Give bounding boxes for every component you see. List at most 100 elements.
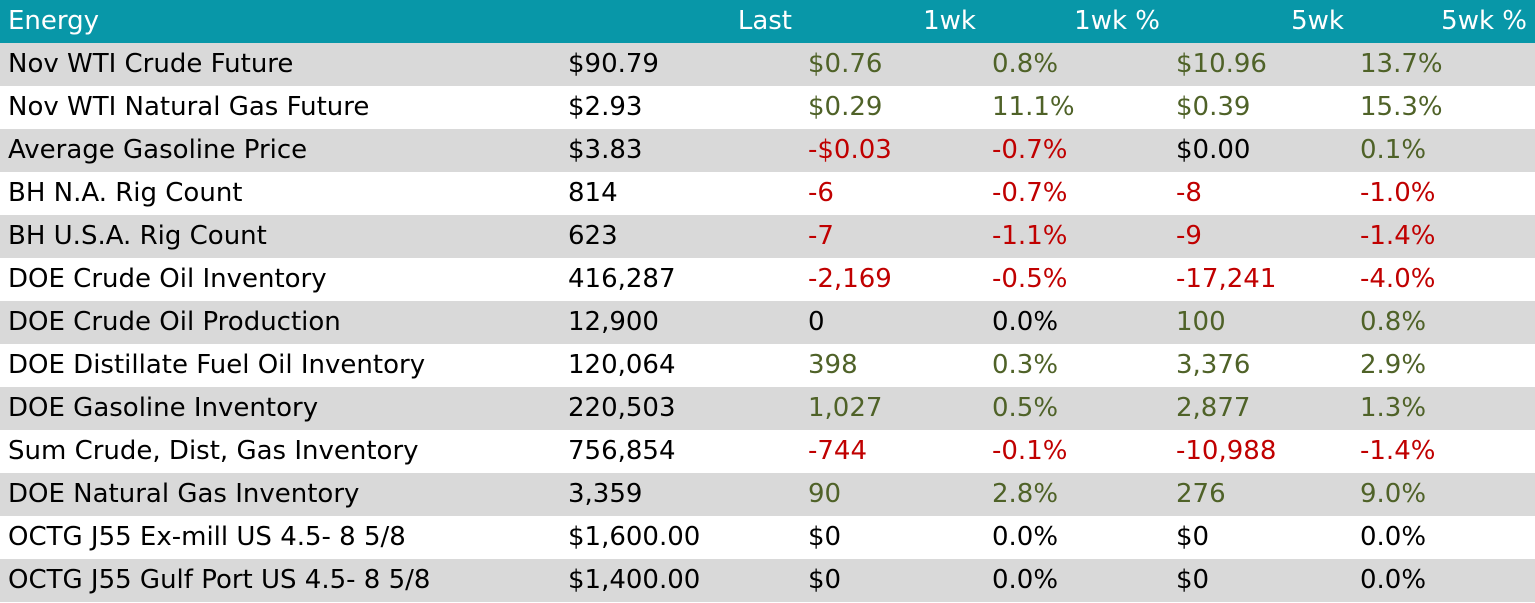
table-row: OCTG J55 Gulf Port US 4.5- 8 5/8 $1,400.0… (0, 559, 1535, 602)
header-1wk: 1wk (800, 0, 984, 43)
table-row: Nov WTI Natural Gas Future $2.93 $0.29 11.1… (0, 86, 1535, 129)
row-1wk: 0 (800, 301, 984, 344)
row-name: DOE Crude Oil Production (0, 301, 560, 344)
row-5wk: 276 (1168, 473, 1352, 516)
row-1wk-pct: -0.7% (984, 129, 1168, 172)
row-5wk: -10,988 (1168, 430, 1352, 473)
row-5wk-pct: 0.0% (1352, 516, 1535, 559)
row-last: 12,900 (560, 301, 800, 344)
row-last: 3,359 (560, 473, 800, 516)
table-row: DOE Distillate Fuel Oil Inventory 120,064… (0, 344, 1535, 387)
row-5wk: $0 (1168, 516, 1352, 559)
row-5wk-pct: 1.3% (1352, 387, 1535, 430)
row-1wk: 1,027 (800, 387, 984, 430)
row-5wk-pct: 0.1% (1352, 129, 1535, 172)
row-1wk-pct: 0.3% (984, 344, 1168, 387)
row-5wk: $0.00 (1168, 129, 1352, 172)
row-1wk: -744 (800, 430, 984, 473)
table-row: DOE Crude Oil Production 12,900 0 0.0% 100 0.… (0, 301, 1535, 344)
row-name: DOE Gasoline Inventory (0, 387, 560, 430)
row-1wk: -7 (800, 215, 984, 258)
row-last: $3.83 (560, 129, 800, 172)
row-name: Sum Crude, Dist, Gas Inventory (0, 430, 560, 473)
row-last: $90.79 (560, 43, 800, 86)
row-1wk: 398 (800, 344, 984, 387)
row-name: DOE Crude Oil Inventory (0, 258, 560, 301)
row-1wk-pct: 0.0% (984, 301, 1168, 344)
row-name: Nov WTI Natural Gas Future (0, 86, 560, 129)
row-5wk: $10.96 (1168, 43, 1352, 86)
row-5wk-pct: -4.0% (1352, 258, 1535, 301)
table-row: BH N.A. Rig Count 814 -6 -0.7% -8 -1.0% (0, 172, 1535, 215)
row-name: Average Gasoline Price (0, 129, 560, 172)
row-name: OCTG J55 Ex-mill US 4.5- 8 5/8 (0, 516, 560, 559)
row-last: 220,503 (560, 387, 800, 430)
header-last: Last (560, 0, 800, 43)
table-row: Nov WTI Crude Future $90.79 $0.76 0.8% $10.9… (0, 43, 1535, 86)
row-last: 756,854 (560, 430, 800, 473)
table-body: Nov WTI Crude Future $90.79 $0.76 0.8% $10.9… (0, 43, 1535, 602)
row-5wk-pct: 9.0% (1352, 473, 1535, 516)
row-name: OCTG J55 Gulf Port US 4.5- 8 5/8 (0, 559, 560, 602)
table-row: Sum Crude, Dist, Gas Inventory 756,854 -74… (0, 430, 1535, 473)
row-1wk-pct: 0.5% (984, 387, 1168, 430)
row-1wk-pct: -0.5% (984, 258, 1168, 301)
header-energy: Energy (0, 0, 560, 43)
row-name: DOE Distillate Fuel Oil Inventory (0, 344, 560, 387)
row-1wk-pct: -0.1% (984, 430, 1168, 473)
row-5wk: $0.39 (1168, 86, 1352, 129)
row-last: $1,400.00 (560, 559, 800, 602)
row-1wk: $0.76 (800, 43, 984, 86)
row-name: BH U.S.A. Rig Count (0, 215, 560, 258)
row-last: 416,287 (560, 258, 800, 301)
row-5wk-pct: -1.4% (1352, 215, 1535, 258)
row-5wk-pct: -1.0% (1352, 172, 1535, 215)
row-last: 623 (560, 215, 800, 258)
header-5wk: 5wk (1168, 0, 1352, 43)
row-name: DOE Natural Gas Inventory (0, 473, 560, 516)
row-name: Nov WTI Crude Future (0, 43, 560, 86)
row-5wk-pct: 13.7% (1352, 43, 1535, 86)
row-last: $1,600.00 (560, 516, 800, 559)
row-1wk-pct: 0.0% (984, 559, 1168, 602)
row-1wk-pct: -0.7% (984, 172, 1168, 215)
table-row: DOE Crude Oil Inventory 416,287 -2,169 -0.5… (0, 258, 1535, 301)
row-5wk-pct: 0.8% (1352, 301, 1535, 344)
row-5wk-pct: 15.3% (1352, 86, 1535, 129)
row-5wk: 2,877 (1168, 387, 1352, 430)
row-5wk: 3,376 (1168, 344, 1352, 387)
row-5wk: $0 (1168, 559, 1352, 602)
row-1wk: $0.29 (800, 86, 984, 129)
row-5wk-pct: 2.9% (1352, 344, 1535, 387)
row-1wk: -2,169 (800, 258, 984, 301)
row-5wk: 100 (1168, 301, 1352, 344)
table-row: Average Gasoline Price $3.83 -$0.03 -0.7% $0… (0, 129, 1535, 172)
table-header-row: Energy Last 1wk 1wk % 5wk 5wk % (0, 0, 1535, 43)
table-row: BH U.S.A. Rig Count 623 -7 -1.1% -9 -1.4% (0, 215, 1535, 258)
row-5wk-pct: -1.4% (1352, 430, 1535, 473)
header-1wk-pct: 1wk % (984, 0, 1168, 43)
row-1wk: $0 (800, 559, 984, 602)
table-row: DOE Natural Gas Inventory 3,359 90 2.8% 276 9… (0, 473, 1535, 516)
row-last: 120,064 (560, 344, 800, 387)
row-5wk: -17,241 (1168, 258, 1352, 301)
row-1wk: $0 (800, 516, 984, 559)
row-1wk: -6 (800, 172, 984, 215)
header-5wk-pct: 5wk % (1352, 0, 1535, 43)
row-1wk-pct: -1.1% (984, 215, 1168, 258)
row-5wk-pct: 0.0% (1352, 559, 1535, 602)
table-row: DOE Gasoline Inventory 220,503 1,027 0.5% 2,… (0, 387, 1535, 430)
row-5wk: -8 (1168, 172, 1352, 215)
row-name: BH N.A. Rig Count (0, 172, 560, 215)
row-1wk-pct: 0.0% (984, 516, 1168, 559)
row-last: 814 (560, 172, 800, 215)
row-last: $2.93 (560, 86, 800, 129)
row-1wk-pct: 0.8% (984, 43, 1168, 86)
row-1wk: 90 (800, 473, 984, 516)
row-1wk-pct: 11.1% (984, 86, 1168, 129)
row-1wk-pct: 2.8% (984, 473, 1168, 516)
table-row: OCTG J55 Ex-mill US 4.5- 8 5/8 $1,600.00 $… (0, 516, 1535, 559)
row-5wk: -9 (1168, 215, 1352, 258)
row-1wk: -$0.03 (800, 129, 984, 172)
